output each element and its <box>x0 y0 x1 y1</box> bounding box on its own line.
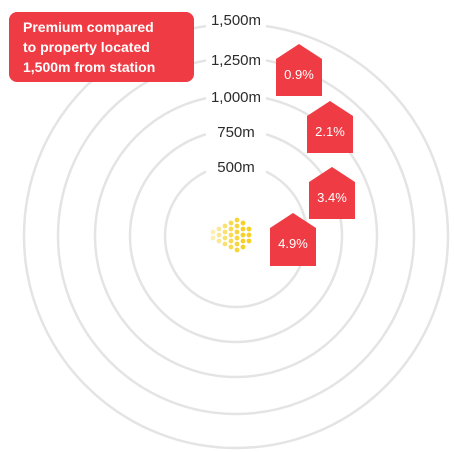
house-icon <box>309 167 355 219</box>
distance-label-background <box>206 120 266 142</box>
station-dot <box>234 247 240 253</box>
premium-value: 0.9% <box>284 67 314 82</box>
station-dot <box>210 229 216 235</box>
station-dot <box>234 217 240 223</box>
house-icon <box>270 213 316 266</box>
distance-label-background <box>206 48 266 70</box>
station-dot <box>228 244 234 250</box>
station-dot <box>246 226 252 232</box>
house-icon <box>307 101 353 153</box>
station-dot <box>246 232 252 238</box>
station-dot <box>240 220 246 226</box>
house-icon <box>276 44 322 96</box>
distance-label-background <box>206 155 266 177</box>
station-dot <box>246 238 252 244</box>
station-dot <box>222 235 228 241</box>
station-dot <box>228 232 234 238</box>
station-dot <box>210 235 216 241</box>
premium-value: 4.9% <box>278 236 308 251</box>
distance-labels: 1,500m 1,250m 1,000m 750m 500m <box>206 8 266 177</box>
station-dot <box>216 226 222 232</box>
premium-houses: 0.9% 2.1% 3.4% 4.9% <box>270 44 355 266</box>
station-dot <box>222 229 228 235</box>
callout-line-2: to property located <box>23 39 150 55</box>
station-dot <box>228 220 234 226</box>
station-dot <box>234 235 240 241</box>
station-dot <box>228 226 234 232</box>
station-dot <box>234 241 240 247</box>
station-dot <box>240 238 246 244</box>
station-dot <box>216 238 222 244</box>
callout-line-1: Premium compared <box>23 19 154 35</box>
distance-label: 1,250m <box>211 52 261 69</box>
distance-label-background <box>206 8 266 30</box>
station-dot <box>222 241 228 247</box>
distance-label-background <box>206 85 266 107</box>
premium-value: 3.4% <box>317 190 347 205</box>
station-dot <box>234 223 240 229</box>
station-dot <box>240 232 246 238</box>
distance-label: 1,000m <box>211 89 261 106</box>
station-dot <box>240 226 246 232</box>
distance-label: 500m <box>217 159 255 176</box>
premium-callout: Premium compared to property located 1,5… <box>9 12 194 82</box>
station-dot <box>240 244 246 250</box>
callout-line-3: 1,500m from station <box>23 59 156 75</box>
distance-label: 750m <box>217 124 255 141</box>
station-dot <box>222 223 228 229</box>
station-dot <box>234 229 240 235</box>
distance-label: 1,500m <box>211 12 261 29</box>
station-dots-icon <box>210 217 252 253</box>
station-dot <box>216 232 222 238</box>
station-dot <box>228 238 234 244</box>
premium-value: 2.1% <box>315 124 345 139</box>
